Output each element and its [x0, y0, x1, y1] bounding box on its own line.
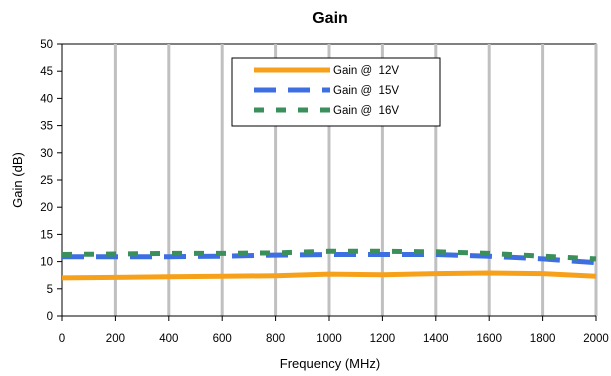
y-axis-label: Gain (dB) [10, 152, 25, 208]
axes [57, 43, 597, 321]
x-axis-label: Frequency (MHz) [280, 356, 380, 371]
series-line-3 [61, 248, 597, 262]
x-tick-label: 1200 [370, 333, 396, 345]
y-tick-label: 50 [40, 39, 53, 51]
tick-labels: 0 5 10 15 20 25 30 35 40 45 50 0 200 400 600 800 1000 120… [40, 39, 609, 345]
y-tick-label: 35 [40, 121, 53, 133]
x-tick-label: 2000 [583, 333, 609, 345]
x-tick-label: 800 [266, 333, 285, 345]
series-line-1 [61, 270, 597, 281]
x-tick-label: 1400 [423, 333, 449, 345]
y-tick-label: 5 [47, 284, 53, 296]
y-tick-label: 30 [40, 148, 53, 160]
y-tick-label: 40 [40, 93, 53, 105]
y-tick-label: 0 [47, 311, 53, 323]
y-tick-label: 15 [40, 229, 53, 241]
legend-label-1: Gain @ 12V [333, 65, 399, 77]
chart-title: Gain [312, 10, 348, 27]
legend-label-2: Gain @ 15V [333, 85, 399, 97]
x-tick-label: 200 [106, 333, 125, 345]
legend-label-3: Gain @ 16V [333, 105, 399, 117]
y-tick-label: 25 [40, 175, 53, 187]
x-tick-label: 600 [213, 333, 232, 345]
x-tick-label: 1600 [476, 333, 502, 345]
grid-lines [113, 44, 598, 316]
series-layer [61, 248, 597, 281]
series-line-2 [62, 252, 597, 266]
y-tick-label: 10 [40, 257, 53, 269]
legend: Gain @ 12V Gain @ 15V Gain @ 16V [231, 57, 441, 127]
x-tick-label: 1000 [316, 333, 342, 345]
y-tick-label: 45 [40, 66, 53, 78]
x-tick-label: 1800 [530, 333, 556, 345]
x-tick-label: 400 [159, 333, 178, 345]
x-tick-label: 0 [59, 333, 65, 345]
y-tick-label: 20 [40, 202, 53, 214]
